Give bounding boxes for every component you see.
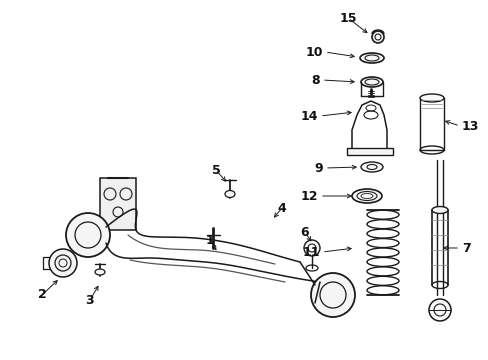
Ellipse shape bbox=[351, 189, 381, 203]
Polygon shape bbox=[346, 148, 392, 155]
Text: 12: 12 bbox=[300, 189, 317, 202]
Text: 13: 13 bbox=[461, 120, 478, 132]
Circle shape bbox=[371, 31, 383, 43]
Ellipse shape bbox=[360, 77, 382, 87]
Text: 15: 15 bbox=[339, 12, 356, 24]
Text: 6: 6 bbox=[300, 225, 309, 238]
Text: 14: 14 bbox=[300, 109, 317, 122]
Text: 7: 7 bbox=[461, 242, 470, 255]
Text: 5: 5 bbox=[211, 163, 220, 176]
Text: 10: 10 bbox=[305, 45, 323, 58]
Text: 4: 4 bbox=[277, 202, 286, 215]
Ellipse shape bbox=[431, 207, 447, 213]
Ellipse shape bbox=[95, 269, 105, 275]
Ellipse shape bbox=[224, 190, 235, 198]
Polygon shape bbox=[100, 178, 136, 230]
Circle shape bbox=[49, 249, 77, 277]
Circle shape bbox=[66, 213, 110, 257]
Circle shape bbox=[304, 240, 319, 256]
Text: 9: 9 bbox=[314, 162, 323, 175]
Circle shape bbox=[310, 273, 354, 317]
Ellipse shape bbox=[359, 53, 383, 63]
Ellipse shape bbox=[419, 94, 443, 102]
Text: 2: 2 bbox=[38, 288, 46, 302]
Ellipse shape bbox=[360, 162, 382, 172]
Text: 1: 1 bbox=[205, 234, 214, 247]
Text: 8: 8 bbox=[311, 73, 319, 86]
Text: 3: 3 bbox=[85, 293, 94, 306]
Circle shape bbox=[428, 299, 450, 321]
Text: 11: 11 bbox=[302, 246, 319, 258]
